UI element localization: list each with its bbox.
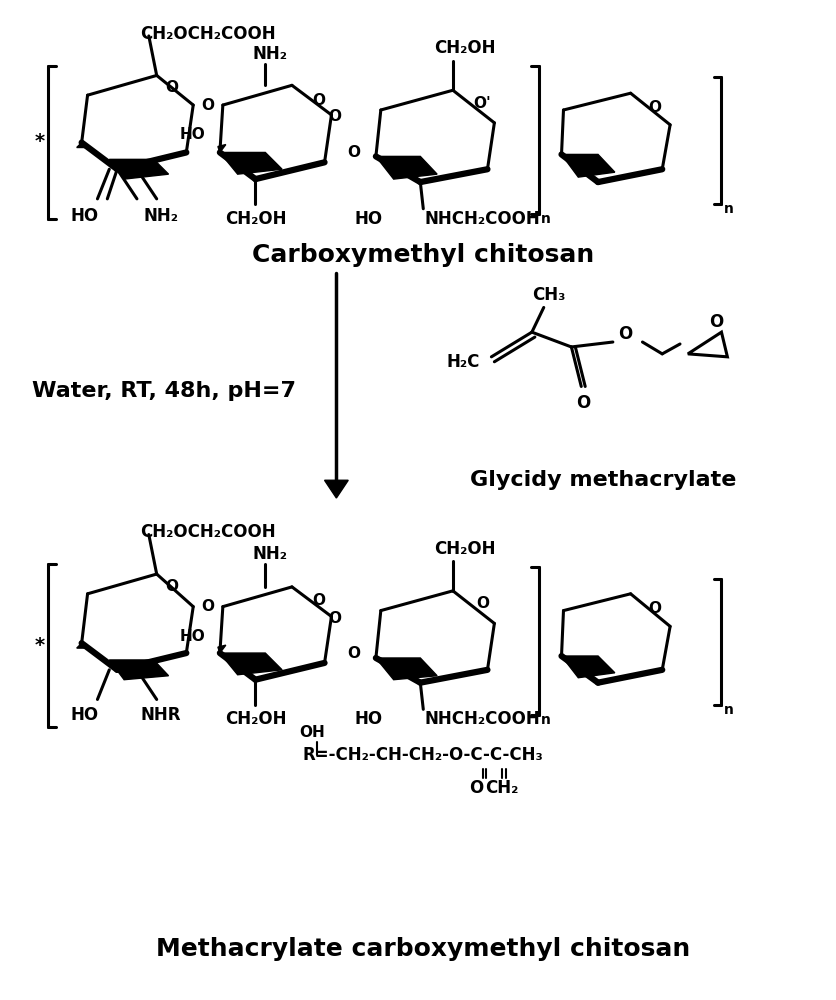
Text: HO: HO	[179, 127, 205, 142]
Polygon shape	[218, 645, 226, 653]
Text: Methacrylate carboxymethyl chitosan: Methacrylate carboxymethyl chitosan	[156, 937, 691, 961]
Text: CH₂OH: CH₂OH	[225, 210, 286, 228]
Text: O: O	[710, 313, 724, 331]
Polygon shape	[110, 159, 169, 179]
Polygon shape	[110, 660, 169, 680]
Polygon shape	[376, 658, 437, 680]
Text: O: O	[576, 394, 590, 412]
Polygon shape	[77, 643, 88, 648]
Text: O: O	[348, 145, 360, 160]
Text: *: *	[35, 636, 45, 655]
Text: HO: HO	[179, 629, 205, 644]
Polygon shape	[324, 480, 349, 498]
Text: O: O	[165, 80, 178, 95]
Text: CH₂: CH₂	[486, 779, 519, 797]
Text: Carboxymethyl chitosan: Carboxymethyl chitosan	[252, 243, 594, 267]
Text: O: O	[348, 646, 360, 661]
Text: NHCH₂COOH: NHCH₂COOH	[425, 210, 540, 228]
Text: NH₂: NH₂	[143, 207, 178, 225]
Text: Glycidy methacrylate: Glycidy methacrylate	[470, 470, 737, 490]
Text: n: n	[723, 703, 733, 717]
Text: O': O'	[474, 96, 492, 111]
Text: O: O	[165, 579, 178, 594]
Text: HO: HO	[355, 210, 383, 228]
Text: n: n	[541, 713, 551, 727]
Polygon shape	[220, 152, 282, 174]
Text: CH₃: CH₃	[532, 286, 565, 304]
Text: CH₂OH: CH₂OH	[434, 540, 496, 558]
Text: NHR: NHR	[140, 706, 181, 724]
Text: OH: OH	[298, 725, 324, 740]
Text: H₂C: H₂C	[446, 353, 480, 371]
Polygon shape	[376, 156, 437, 179]
Text: n: n	[723, 202, 733, 216]
Polygon shape	[562, 154, 614, 177]
Text: Water, RT, 48h, pH=7: Water, RT, 48h, pH=7	[32, 381, 296, 401]
Text: HO: HO	[70, 207, 99, 225]
Text: O: O	[312, 593, 325, 608]
Text: R=-CH₂-CH-CH₂-O-C-C-CH₃: R=-CH₂-CH-CH₂-O-C-C-CH₃	[303, 746, 543, 764]
Text: CH₂OH: CH₂OH	[434, 39, 496, 57]
Text: NH₂: NH₂	[252, 45, 288, 63]
Text: O: O	[619, 325, 633, 343]
Text: CH₂OCH₂COOH: CH₂OCH₂COOH	[140, 25, 276, 43]
Text: *: *	[35, 132, 45, 151]
Text: O: O	[201, 98, 215, 113]
Text: n: n	[541, 212, 551, 226]
Text: O: O	[648, 100, 660, 115]
Text: CH₂OCH₂COOH: CH₂OCH₂COOH	[140, 523, 276, 541]
Text: O: O	[312, 93, 325, 108]
Text: NH₂: NH₂	[252, 545, 288, 563]
Polygon shape	[218, 145, 226, 152]
Text: O: O	[328, 109, 341, 124]
Text: O: O	[201, 599, 215, 614]
Text: HO: HO	[355, 710, 383, 728]
Text: CH₂OH: CH₂OH	[225, 710, 286, 728]
Polygon shape	[220, 653, 282, 675]
Text: HO: HO	[70, 706, 99, 724]
Text: O: O	[328, 611, 341, 626]
Text: O: O	[470, 779, 484, 797]
Polygon shape	[77, 143, 88, 148]
Text: O: O	[648, 601, 660, 616]
Polygon shape	[562, 656, 614, 678]
Text: NHCH₂COOH: NHCH₂COOH	[425, 710, 540, 728]
Text: O: O	[476, 596, 489, 611]
